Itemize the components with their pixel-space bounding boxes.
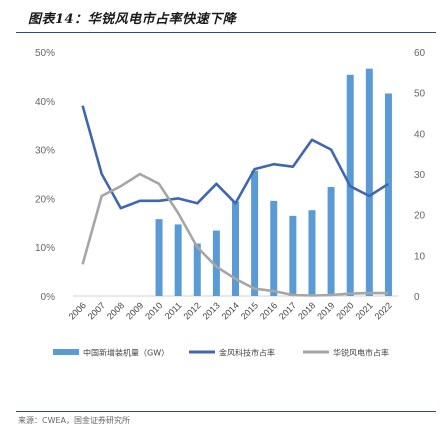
right-tick-label: 0 [414, 292, 420, 303]
x-tick-label: 2018 [296, 300, 317, 321]
right-tick-label: 10 [414, 251, 426, 262]
x-tick-label: 2009 [124, 300, 145, 321]
right-tick-label: 50 [414, 89, 426, 100]
right-tick-label: 30 [414, 170, 426, 181]
x-tick-label: 2017 [277, 300, 298, 321]
x-tick-label: 2015 [239, 300, 260, 321]
bar [327, 187, 335, 296]
legend-label: 华锐风电市占率 [333, 348, 389, 358]
bottom-rule [16, 411, 436, 412]
bar [232, 201, 239, 296]
bar [212, 230, 220, 296]
series-line [81, 105, 390, 210]
legend-swatch [53, 349, 79, 355]
bar-series [155, 68, 392, 296]
legend: 中国新增装机量（GW） 金风科技市占率 华锐风电市占率 [53, 348, 389, 358]
left-tick-label: 10% [35, 243, 55, 254]
x-tick-label: 2020 [334, 300, 355, 321]
bar [308, 210, 316, 296]
bar [365, 68, 373, 296]
title-bar: 图表14：华锐风电市占率快速下降 [0, 0, 445, 30]
bar [155, 219, 163, 296]
top-rule [16, 32, 436, 33]
x-tick-label: 2010 [143, 300, 164, 321]
x-tick-label: 2016 [258, 300, 279, 321]
x-tick-label: 2007 [86, 300, 107, 321]
bar [174, 224, 182, 296]
legend-label: 中国新增装机量（GW） [83, 348, 169, 358]
x-tick-label: 2012 [181, 300, 202, 321]
left-tick-label: 50% [35, 48, 55, 59]
left-axis: 0% 10% 20% 30% 40% 50% [35, 48, 55, 303]
right-tick-label: 20 [414, 211, 426, 222]
left-tick-label: 0% [41, 292, 56, 303]
bar [193, 243, 201, 296]
series-line [81, 172, 389, 297]
legend-label: 金风科技市占率 [219, 348, 275, 358]
bar [251, 170, 259, 296]
x-tick-label: 2008 [105, 300, 126, 321]
bar [384, 93, 392, 296]
x-tick-label: 2013 [201, 300, 222, 321]
bar [270, 200, 278, 296]
source-note: 来源：CWEA，国金证券研究所 [18, 416, 131, 425]
left-tick-label: 20% [35, 194, 55, 205]
x-axis: 2006200720082009201020112012201320142015… [67, 300, 394, 321]
line-series [81, 105, 390, 297]
x-tick-label: 2014 [220, 300, 241, 321]
right-tick-label: 40 [414, 129, 426, 140]
x-tick-label: 2006 [67, 300, 88, 321]
x-tick-label: 2019 [315, 300, 336, 321]
x-tick-label: 2011 [163, 300, 184, 321]
x-tick-label: 2022 [373, 300, 394, 321]
chart-title: 图表14：华锐风电市占率快速下降 [28, 12, 237, 27]
x-tick-label: 2021 [354, 300, 375, 321]
bar [289, 215, 297, 296]
left-tick-label: 40% [35, 97, 55, 108]
right-axis: 0 10 20 30 40 50 60 [414, 48, 426, 303]
left-tick-label: 30% [35, 146, 55, 157]
right-tick-label: 60 [414, 48, 426, 59]
